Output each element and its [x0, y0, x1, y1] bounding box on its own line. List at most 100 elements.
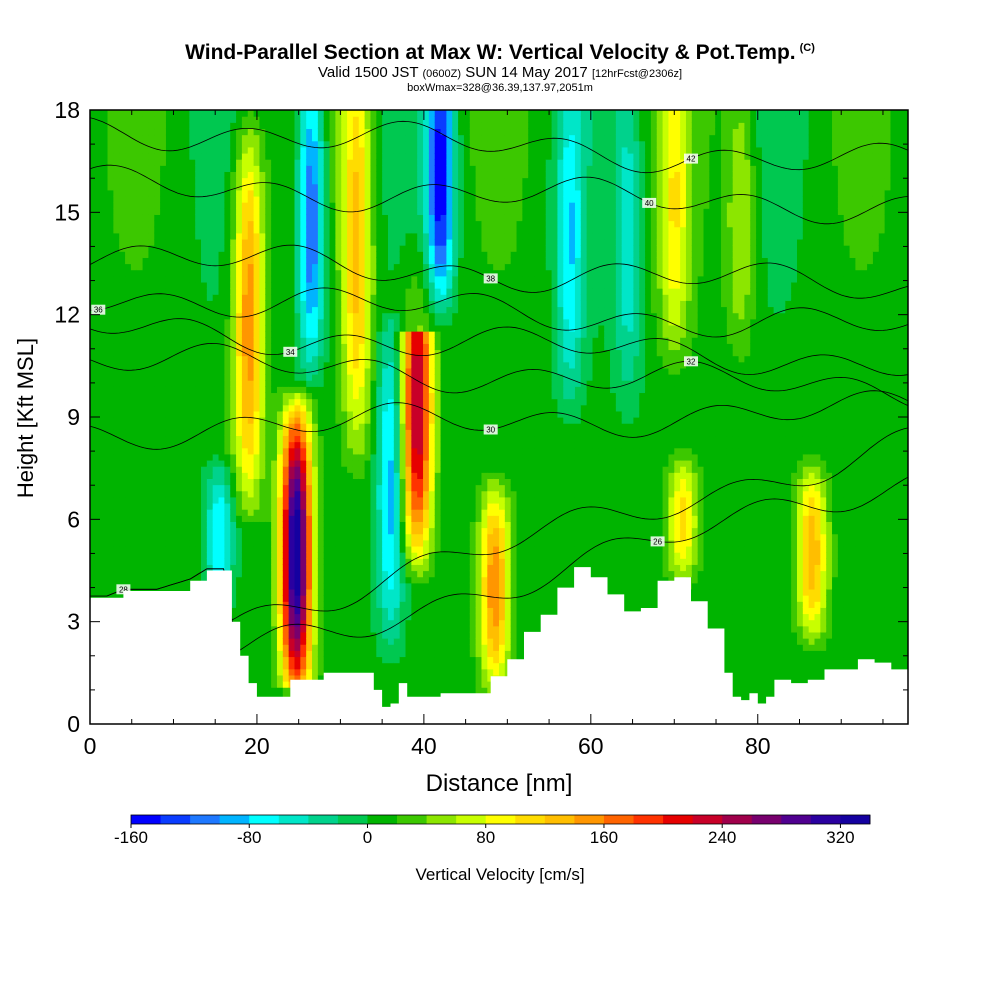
- velocity-cell: [171, 300, 179, 308]
- velocity-cell: [241, 269, 249, 277]
- velocity-cell: [136, 404, 144, 412]
- velocity-cell: [247, 459, 255, 467]
- velocity-cell: [236, 152, 243, 160]
- velocity-cell: [142, 134, 150, 142]
- velocity-cell: [125, 337, 132, 344]
- velocity-cell: [294, 650, 301, 658]
- velocity-cell: [335, 607, 342, 615]
- velocity-cell: [107, 588, 114, 596]
- velocity-cell: [95, 331, 103, 338]
- velocity-cell: [306, 478, 313, 486]
- velocity-cell: [171, 140, 179, 148]
- velocity-cell: [347, 417, 354, 424]
- velocity-cell: [236, 349, 243, 357]
- velocity-cell: [253, 245, 261, 252]
- velocity-cell: [276, 453, 284, 461]
- velocity-cell: [335, 533, 342, 541]
- velocity-cell: [247, 263, 255, 271]
- velocity-cell: [189, 496, 196, 504]
- velocity-cell: [189, 349, 196, 357]
- velocity-cell: [335, 656, 342, 664]
- velocity-cell: [370, 152, 377, 160]
- velocity-cell: [335, 521, 342, 529]
- velocity-cell: [294, 245, 301, 252]
- velocity-cell: [347, 263, 354, 271]
- velocity-cell: [341, 447, 348, 455]
- velocity-cell: [148, 453, 155, 461]
- velocity-cell: [95, 263, 103, 271]
- velocity-cell: [119, 140, 126, 148]
- velocity-cell: [212, 122, 220, 130]
- velocity-cell: [265, 337, 272, 344]
- velocity-cell: [271, 619, 278, 627]
- velocity-cell: [148, 251, 155, 258]
- velocity-cell: [177, 343, 185, 351]
- velocity-cell: [352, 380, 360, 387]
- velocity-cell: [177, 122, 185, 130]
- velocity-cell: [236, 134, 243, 142]
- velocity-cell: [282, 509, 290, 516]
- velocity-cell: [306, 472, 313, 479]
- velocity-cell: [352, 367, 360, 375]
- velocity-cell: [317, 674, 325, 682]
- velocity-cell: [352, 515, 360, 522]
- velocity-cell: [288, 668, 296, 676]
- velocity-cell: [95, 208, 103, 215]
- velocity-cell: [347, 527, 354, 535]
- velocity-cell: [177, 165, 185, 172]
- velocity-cell: [317, 521, 325, 529]
- velocity-cell: [247, 208, 255, 215]
- velocity-cell: [306, 656, 313, 664]
- velocity-cell: [113, 484, 120, 492]
- velocity-cell: [347, 668, 354, 676]
- velocity-cell: [282, 202, 290, 209]
- velocity-cell: [294, 644, 301, 651]
- velocity-cell: [364, 650, 372, 658]
- velocity-cell: [148, 208, 155, 215]
- velocity-cell: [95, 152, 103, 160]
- velocity-cell: [271, 404, 278, 412]
- velocity-cell: [136, 367, 144, 375]
- velocity-cell: [125, 159, 132, 166]
- velocity-cell: [206, 459, 214, 467]
- velocity-cell: [212, 539, 220, 547]
- velocity-cell: [224, 410, 231, 418]
- velocity-cell: [265, 552, 272, 559]
- velocity-cell: [312, 110, 319, 117]
- velocity-cell: [265, 681, 272, 688]
- velocity-cell: [352, 638, 360, 645]
- velocity-cell: [241, 545, 249, 553]
- velocity-cell: [370, 533, 377, 541]
- velocity-cell: [347, 251, 354, 258]
- velocity-cell: [271, 361, 278, 369]
- velocity-cell: [300, 245, 307, 252]
- velocity-cell: [306, 337, 313, 344]
- velocity-cell: [130, 116, 138, 123]
- velocity-cell: [113, 490, 120, 498]
- velocity-cell: [148, 337, 155, 344]
- velocity-cell: [160, 435, 167, 443]
- velocity-cell: [125, 152, 132, 160]
- velocity-cell: [154, 429, 161, 437]
- velocity-cell: [165, 361, 173, 369]
- velocity-cell: [95, 110, 103, 117]
- velocity-cell: [206, 263, 214, 271]
- velocity-cell: [335, 116, 342, 123]
- velocity-cell: [259, 674, 266, 682]
- velocity-cell: [230, 300, 237, 308]
- velocity-cell: [358, 398, 366, 406]
- velocity-cell: [212, 502, 220, 510]
- velocity-cell: [288, 582, 296, 590]
- velocity-cell: [323, 392, 331, 400]
- velocity-cell: [236, 208, 243, 215]
- velocity-cell: [276, 189, 284, 197]
- velocity-cell: [323, 558, 331, 565]
- velocity-cell: [130, 447, 138, 455]
- velocity-cell: [347, 601, 354, 608]
- velocity-cell: [125, 220, 132, 228]
- velocity-cell: [201, 318, 208, 326]
- velocity-cell: [125, 410, 132, 418]
- velocity-cell: [241, 398, 249, 406]
- velocity-cell: [224, 331, 231, 338]
- velocity-cell: [224, 165, 231, 172]
